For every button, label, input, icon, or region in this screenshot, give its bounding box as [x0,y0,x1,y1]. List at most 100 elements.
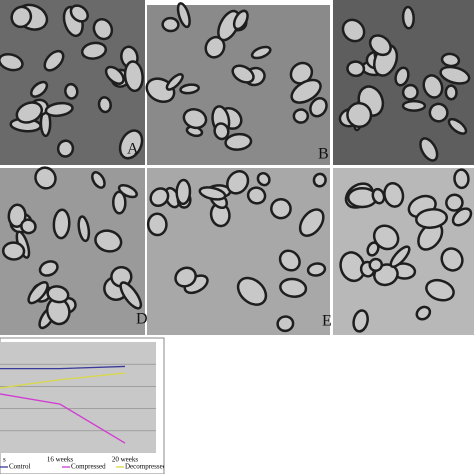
legend-label: Decompressed [125,463,167,471]
axon [119,281,143,310]
axon [224,132,253,151]
panel-label: B [318,146,329,163]
axon [298,208,325,237]
axon [415,208,449,229]
axon [123,60,144,93]
axon [146,212,168,237]
axon [232,9,249,31]
axon [425,278,455,302]
axon [44,101,74,118]
axon [97,96,112,114]
series-line [0,393,126,444]
axon [276,315,295,333]
axon [38,260,59,277]
axon [231,64,255,84]
axon [174,266,197,288]
axon [175,178,192,206]
axon [256,171,271,187]
panel-label: A [127,141,139,158]
axon [91,171,106,189]
axon [451,207,473,227]
axon [161,16,180,33]
axon [20,218,37,235]
axon [383,181,405,208]
axon [372,224,400,251]
axon [292,108,310,124]
axon [46,285,70,304]
axon [439,65,471,85]
axon [56,139,75,158]
axon [394,66,410,87]
axon [401,83,419,101]
axon [341,18,366,43]
axon [440,52,461,68]
axon [401,99,427,112]
axon [290,78,322,104]
axon [368,257,384,272]
x-tick-label: 16 weeks [47,456,74,464]
axon [278,249,301,272]
micrographs: A B D E [0,0,474,335]
axon [117,183,138,199]
axon [419,137,439,162]
axon [94,229,123,253]
axon [226,170,250,195]
axon [104,65,125,85]
axon [10,5,33,29]
axon [112,190,127,215]
axon [444,84,458,101]
axon [352,309,369,333]
axon [346,60,366,78]
axon [176,2,191,29]
axon [77,215,91,243]
axon [7,203,27,228]
axon [447,117,468,135]
axon [453,168,470,190]
series-line [0,372,126,389]
axon [246,186,267,205]
axon [279,277,308,298]
axon [422,74,444,99]
axon [428,102,449,123]
axon [415,305,432,321]
axon [92,17,114,41]
axon [312,172,327,188]
axon [440,247,464,272]
axon [52,208,71,240]
axon [80,41,108,60]
x-tick-label: 20 weeks [112,456,139,464]
axon [401,5,415,30]
plot-area [0,342,156,453]
line-chart: s 16 weeks 20 weeks Control Compressed Decomp… [0,363,167,471]
axon [270,197,292,220]
axon [236,276,268,306]
axon [27,280,49,305]
axon [1,241,26,261]
axon [30,80,49,98]
axon [368,34,392,57]
legend-label: Compressed [71,463,106,471]
axon [15,101,44,124]
axon [0,52,24,72]
axon [309,97,328,118]
panel-label: D [136,311,148,328]
axon [182,108,208,130]
panel-label: E [322,313,332,330]
legend-label: Control [9,463,30,471]
axon [34,166,57,190]
axon [43,49,65,72]
axon [69,4,89,23]
series-line [0,365,126,370]
x-tick-label: s [3,456,6,464]
axon [165,73,184,91]
axon [306,262,327,277]
axon [149,187,170,207]
axon [64,82,79,100]
axon [179,83,200,95]
axon [250,45,272,60]
axon [346,101,373,129]
axon [445,193,464,212]
axon [389,245,411,269]
axon [198,186,227,201]
